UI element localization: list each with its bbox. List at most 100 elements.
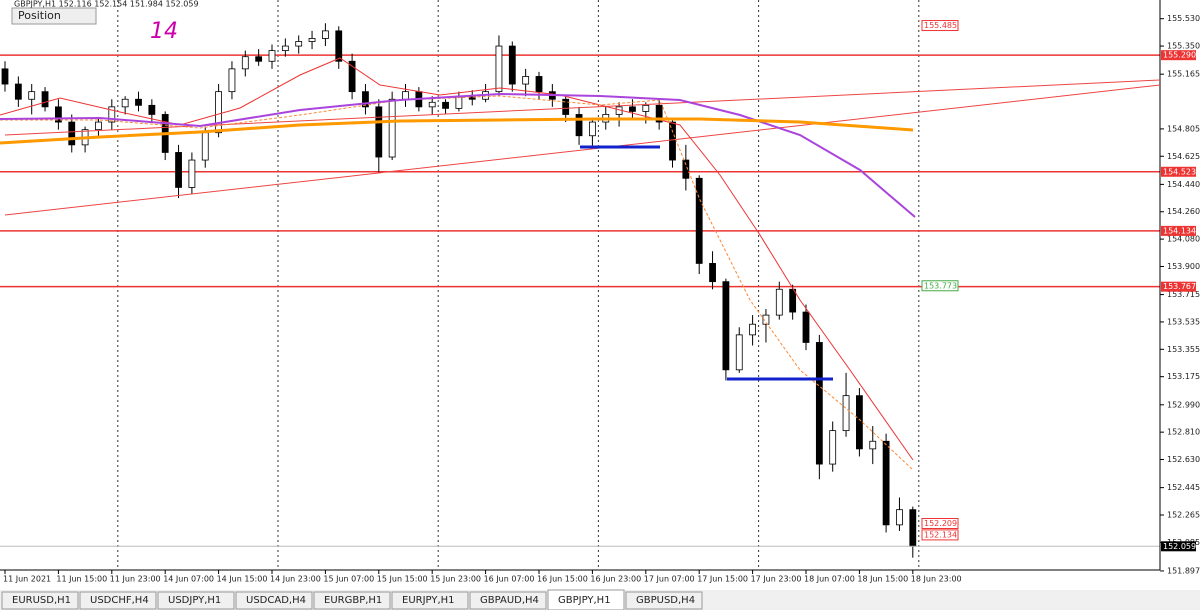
candle-body xyxy=(402,91,409,100)
candle-body xyxy=(695,177,703,264)
candle-body xyxy=(268,50,276,62)
tab-label[interactable]: EURUSD,H1 xyxy=(12,595,71,606)
candle-body xyxy=(148,104,156,115)
tab-label[interactable]: EURJPY,H1 xyxy=(402,595,455,606)
candle-body xyxy=(375,106,383,158)
candle-body xyxy=(829,430,837,465)
y-tick-label: 152.630 xyxy=(1167,455,1200,464)
candle-body xyxy=(348,60,356,93)
tab[interactable] xyxy=(547,589,625,610)
x-tick-label: 14 Jun 07:00 xyxy=(163,575,214,584)
x-tick-label: 16 Jun 07:00 xyxy=(484,575,535,584)
candle-body xyxy=(321,30,329,39)
candle-body xyxy=(41,91,49,108)
candle-body xyxy=(522,76,530,85)
candle-body xyxy=(589,121,596,137)
tab[interactable] xyxy=(1,591,79,610)
y-tick-label: 152.445 xyxy=(1167,483,1200,492)
tab-label[interactable]: USDCAD,H4 xyxy=(246,595,306,606)
level-label: 154.134 xyxy=(1163,226,1196,235)
price-tag xyxy=(921,280,959,292)
level-label: 155.290 xyxy=(1163,51,1196,60)
price-tag xyxy=(921,529,959,541)
candle-body xyxy=(175,152,182,188)
handwritten-note: 14 xyxy=(150,19,178,44)
chart: 155.530155.350155.165155.985154.805154.6… xyxy=(0,0,1200,584)
candle-body xyxy=(335,30,343,62)
candle-body xyxy=(295,41,303,47)
moving-average xyxy=(0,95,914,471)
tab-label[interactable]: GBPJPY,H1 xyxy=(558,595,611,606)
candle-body xyxy=(869,440,877,450)
tab-label[interactable]: GBPAUD,H4 xyxy=(480,595,539,606)
candle-body xyxy=(68,121,76,146)
level-label: 153.767 xyxy=(1163,282,1196,291)
candle-body xyxy=(575,114,583,137)
candle-body xyxy=(428,101,436,108)
y-tick-label: 153.900 xyxy=(1167,262,1200,271)
tab-label[interactable]: GBPUSD,H4 xyxy=(636,595,695,606)
price-tag xyxy=(921,518,959,530)
candle-body xyxy=(642,104,650,112)
tab-label[interactable]: USDCHF,H4 xyxy=(90,595,149,606)
tab-bar: EURUSD,H1 USDCHF,H4 USDJPY,H1 USDCAD,H4 EURG… xyxy=(0,589,1200,610)
candle-body xyxy=(121,98,129,108)
candle-body xyxy=(856,395,863,450)
tab[interactable] xyxy=(157,591,235,610)
tab[interactable] xyxy=(469,591,547,610)
y-tick-label: 154.625 xyxy=(1167,152,1200,161)
x-tick-label: 15 Jun 23:00 xyxy=(430,575,481,584)
x-tick-label: 14 Jun 15:00 xyxy=(217,575,268,584)
candle-body xyxy=(789,288,797,313)
x-tick-label: 17 Jun 15:00 xyxy=(697,575,748,584)
x-tick-label: 18 Jun 15:00 xyxy=(857,575,908,584)
candle-body xyxy=(281,45,289,52)
y-tick-label: 154.805 xyxy=(1167,124,1200,133)
y-tick-label: 155.530 xyxy=(1167,14,1200,23)
position-button[interactable] xyxy=(11,7,97,25)
candle-body xyxy=(241,56,249,70)
current-price-tag xyxy=(1161,541,1196,552)
candle-body xyxy=(709,263,716,283)
tab[interactable] xyxy=(79,591,157,610)
level-tag xyxy=(1161,50,1196,61)
current-price-label: 152.059 xyxy=(1163,542,1196,551)
candle-body xyxy=(55,106,62,123)
x-tick-label: 11 Jun 23:00 xyxy=(110,575,161,584)
y-tick-label: 155.350 xyxy=(1167,42,1200,51)
level-label: 154.523 xyxy=(1163,167,1196,176)
candle-body xyxy=(201,132,209,161)
tab-label[interactable]: EURGBP,H1 xyxy=(324,595,382,606)
tab[interactable] xyxy=(313,591,391,610)
position-label[interactable]: Position xyxy=(18,9,61,22)
price-tag-label: 152.209 xyxy=(924,519,957,528)
tab[interactable] xyxy=(235,591,313,610)
price-tag-label: 152.134 xyxy=(924,530,957,539)
candle-body xyxy=(255,56,263,62)
y-tick-label: 152.990 xyxy=(1167,400,1200,409)
tab[interactable] xyxy=(625,591,703,610)
candle-body xyxy=(749,323,756,336)
candle-body xyxy=(629,106,636,112)
level-tag xyxy=(1161,225,1196,236)
candle-body xyxy=(95,121,102,131)
candle-body xyxy=(535,76,543,93)
candle-body xyxy=(669,121,676,161)
x-tick-label: 11 Jun 2021 xyxy=(3,575,51,584)
candle-body xyxy=(495,45,503,93)
candle-body xyxy=(655,104,663,123)
candle-body xyxy=(215,91,223,134)
x-tick-label: 16 Jun 23:00 xyxy=(590,575,641,584)
x-tick-label: 15 Jun 15:00 xyxy=(377,575,428,584)
tab[interactable] xyxy=(391,591,469,610)
x-tick-label: 17 Jun 07:00 xyxy=(644,575,695,584)
candle-body xyxy=(308,38,316,42)
candle-body xyxy=(882,440,890,526)
y-tick-label: 152.810 xyxy=(1167,428,1200,437)
tab-label[interactable]: USDJPY,H1 xyxy=(168,595,221,606)
candle-body xyxy=(28,91,36,100)
candle-body xyxy=(442,101,449,109)
y-tick-label: 154.440 xyxy=(1167,180,1200,189)
zone-line xyxy=(580,145,833,381)
